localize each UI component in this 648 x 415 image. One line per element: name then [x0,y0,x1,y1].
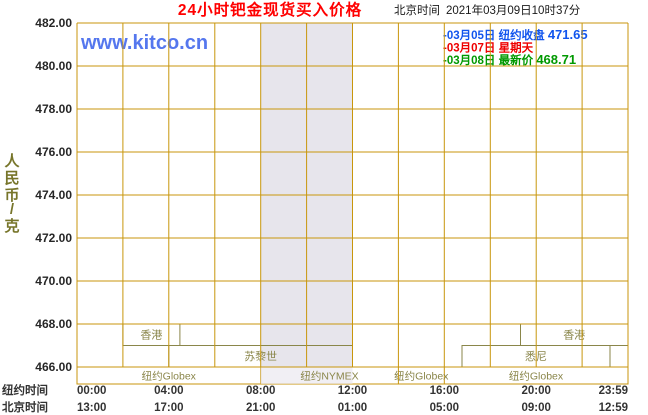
svg-text:www.kitco.cn: www.kitco.cn [80,32,208,54]
svg-text:-03月08日 最新价 468.71: -03月08日 最新价 468.71 [443,52,576,67]
svg-text:17:00: 17:00 [154,402,183,414]
svg-text:466.00: 466.00 [35,360,72,374]
svg-text:00:00: 00:00 [77,385,106,397]
svg-text:476.00: 476.00 [35,145,72,159]
svg-text:482.00: 482.00 [35,16,72,30]
svg-text:05:00: 05:00 [430,402,459,414]
svg-text:16:00: 16:00 [430,385,459,397]
svg-text:01:00: 01:00 [338,402,367,414]
svg-text:纽约Globex: 纽约Globex [394,370,449,383]
svg-text:12:59: 12:59 [599,402,628,414]
svg-text:468.00: 468.00 [35,317,72,331]
svg-text:13:00: 13:00 [77,402,106,414]
svg-text:472.00: 472.00 [35,231,72,245]
svg-text:480.00: 480.00 [35,59,72,73]
svg-text:民: 民 [4,170,19,187]
svg-text:20:00: 20:00 [521,385,550,397]
svg-text:21:00: 21:00 [246,402,275,414]
svg-text:纽约Globex: 纽约Globex [142,370,197,383]
svg-text:北京时间: 北京时间 [2,400,48,414]
svg-text:-03月07日 星期天: -03月07日 星期天 [443,41,534,55]
svg-text:北京时间: 北京时间 [394,3,440,17]
svg-text:人: 人 [4,153,20,170]
svg-text:04:00: 04:00 [154,385,183,397]
svg-text:24小时钯金现货买入价格: 24小时钯金现货买入价格 [178,0,362,19]
svg-text:23:59: 23:59 [599,385,628,397]
svg-text:470.00: 470.00 [35,274,72,288]
svg-text:纽约Globex: 纽约Globex [509,370,564,383]
svg-text:474.00: 474.00 [35,188,72,202]
svg-text:纽约时间: 纽约时间 [2,383,48,397]
svg-text:12:00: 12:00 [338,385,367,397]
svg-text:香港: 香港 [140,329,162,342]
svg-text:纽约NYMEX: 纽约NYMEX [300,370,358,383]
svg-text:克: 克 [4,217,19,235]
svg-text:478.00: 478.00 [35,102,72,116]
svg-text:08:00: 08:00 [246,385,275,397]
svg-text:-03月05日 纽约收盘 471.65: -03月05日 纽约收盘 471.65 [443,27,588,42]
svg-text:2021年03月09日10时37分: 2021年03月09日10时37分 [446,3,581,17]
svg-text:09:00: 09:00 [521,402,550,414]
